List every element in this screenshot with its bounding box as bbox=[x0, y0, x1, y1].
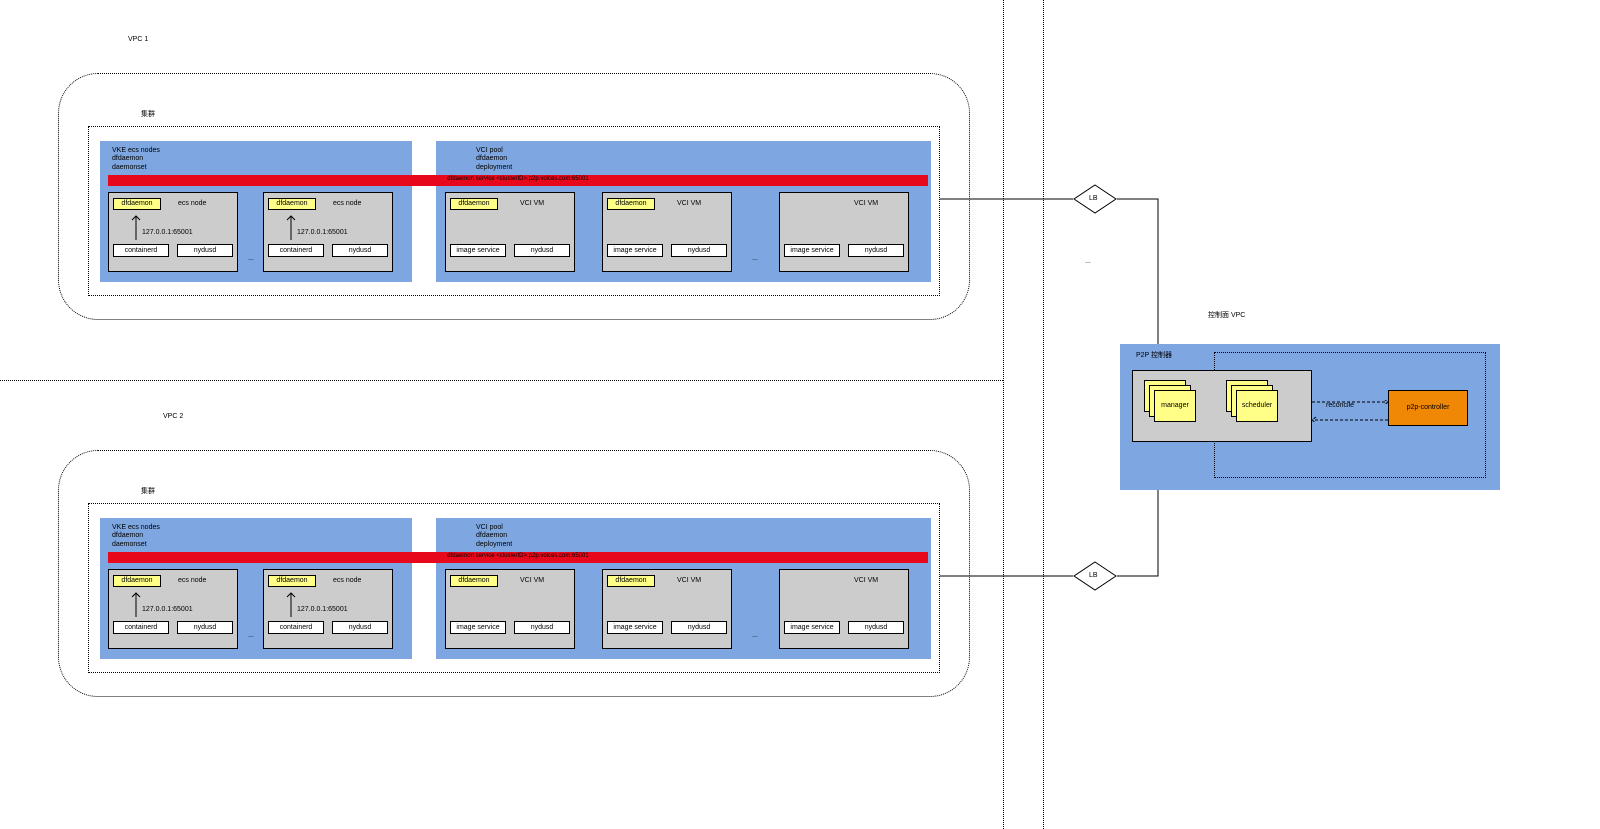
vpc1-vke-node2-dfdaemon: dfdaemon bbox=[268, 198, 316, 210]
vpc2-vci-node2-image: image service bbox=[607, 621, 663, 634]
vpc1-vci-node3-image: image service bbox=[784, 244, 840, 257]
vpc1-vci-node3-vm: VCI VM bbox=[854, 200, 878, 208]
vpc1-vke-node2-addr: 127.0.0.1:65001 bbox=[297, 229, 348, 237]
vpc1-vci-node2-dfdaemon: dfdaemon bbox=[607, 198, 655, 210]
vpc2-vci-node2-vm: VCI VM bbox=[677, 577, 701, 585]
vpc2-vci-node1-dfdaemon: dfdaemon bbox=[450, 575, 498, 587]
vpc1-cluster-label: 集群 bbox=[141, 111, 155, 119]
lb-to-control bbox=[1158, 395, 1168, 405]
vpc2-vke-title: VKE ecs nodesdfdaemondaemonset bbox=[112, 524, 160, 549]
vpc2-vke-node2-containerd: containerd bbox=[268, 621, 324, 634]
vpc1-vci-node1-nydusd: nydusd bbox=[514, 244, 570, 257]
vpc1-vke-node1-dfdaemon: dfdaemon bbox=[113, 198, 161, 210]
vpc2-vci-node3-image: image service bbox=[784, 621, 840, 634]
separator-line bbox=[0, 380, 1003, 381]
vpc2-vke-node1-dfdaemon: dfdaemon bbox=[113, 575, 161, 587]
vpc2-vci-node1-image: image service bbox=[450, 621, 506, 634]
vpc1-vke-node1-nydusd: nydusd bbox=[177, 244, 233, 257]
p2p-label: P2P 控制器 bbox=[1136, 352, 1172, 360]
vpc1-vke-node1-arrow bbox=[130, 212, 142, 242]
vpc2-vke-ellipsis: ... bbox=[248, 632, 254, 640]
vpc2-vke-node2-nydusd: nydusd bbox=[332, 621, 388, 634]
vpc1-vke-node2-ecs: ecs node bbox=[333, 200, 361, 208]
vpc1-vci-node3-nydusd: nydusd bbox=[848, 244, 904, 257]
vpc2-vke-node2-dfdaemon: dfdaemon bbox=[268, 575, 316, 587]
vpc2-vke-node1-containerd: containerd bbox=[113, 621, 169, 634]
vpc2-vci-node3 bbox=[779, 569, 909, 649]
vpc1-label: VPC 1 bbox=[128, 36, 148, 44]
scheduler-stack1: scheduler bbox=[1236, 390, 1278, 422]
vpc2-vci-node1-nydusd: nydusd bbox=[514, 621, 570, 634]
vpc1-vke-ellipsis: ... bbox=[248, 255, 254, 263]
vpc2-vke-node2-addr: 127.0.0.1:65001 bbox=[297, 606, 348, 614]
vpc1-vke-node1-addr: 127.0.0.1:65001 bbox=[142, 229, 193, 237]
vpc2-red-bar: dfdaemon service <clusterID>.p2p.volces.… bbox=[108, 552, 928, 563]
vpc2-vci-node3-vm: VCI VM bbox=[854, 577, 878, 585]
vpc1-vke-node2-containerd: containerd bbox=[268, 244, 324, 257]
vpc1-vci-node1-dfdaemon: dfdaemon bbox=[450, 198, 498, 210]
vpc2-vci-node2-nydusd: nydusd bbox=[671, 621, 727, 634]
vpc1-red-bar: dfdaemon service <clusterID>.p2p.volces.… bbox=[108, 175, 928, 186]
vpc2-label: VPC 2 bbox=[163, 413, 183, 421]
control-vpc-label: 控制面 VPC bbox=[1208, 312, 1245, 320]
vpc2-vke-node1-nydusd: nydusd bbox=[177, 621, 233, 634]
control-lines bbox=[1312, 400, 1392, 430]
vpc1-vke-node2-arrow bbox=[285, 212, 297, 242]
vpc1-vke-node2-nydusd: nydusd bbox=[332, 244, 388, 257]
vpc1-vci-node2-vm: VCI VM bbox=[677, 200, 701, 208]
vpc1-vci-node3 bbox=[779, 192, 909, 272]
vpc1-vci-node1-image: image service bbox=[450, 244, 506, 257]
vpc2-vci-title: VCI pooldfdaemondeployment bbox=[476, 524, 512, 549]
vpc2-vke-node1-addr: 127.0.0.1:65001 bbox=[142, 606, 193, 614]
vpc1-vci-node1-vm: VCI VM bbox=[520, 200, 544, 208]
vpc1-vci-node2-image: image service bbox=[607, 244, 663, 257]
vpc2-vke-node1-arrow bbox=[130, 589, 142, 619]
vpc2-vci-node3-nydusd: nydusd bbox=[848, 621, 904, 634]
vpc2-cluster-label: 集群 bbox=[141, 488, 155, 496]
vpc1-vci-ellipsis: ... bbox=[752, 255, 758, 263]
vpc2-vci-node2-dfdaemon: dfdaemon bbox=[607, 575, 655, 587]
vpc1-vci-title: VCI pooldfdaemondeployment bbox=[476, 147, 512, 172]
vpc1-vci-node2-nydusd: nydusd bbox=[671, 244, 727, 257]
vpc1-vke-title: VKE ecs nodesdfdaemondaemonset bbox=[112, 147, 160, 172]
vpc2-vke-node2-arrow bbox=[285, 589, 297, 619]
vpc2-vci-node1-vm: VCI VM bbox=[520, 577, 544, 585]
p2p-controller-box: p2p-controller bbox=[1388, 390, 1468, 426]
vpc2-vke-node2-ecs: ecs node bbox=[333, 577, 361, 585]
vpc2-vci-ellipsis: ... bbox=[752, 632, 758, 640]
vpc1-vke-node1-ecs: ecs node bbox=[178, 200, 206, 208]
vpc2-vke-node1-ecs: ecs node bbox=[178, 577, 206, 585]
vpc1-vke-node1-containerd: containerd bbox=[113, 244, 169, 257]
